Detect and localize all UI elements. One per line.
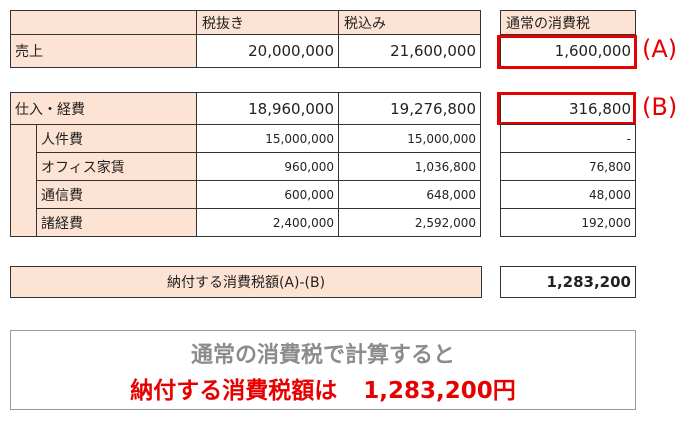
summary-result-value: 1,283,200円 <box>363 378 516 404</box>
item-tax-included: 2,592,000 <box>338 208 481 237</box>
item-label: 諸経費 <box>36 208 197 237</box>
summary-heading: 通常の消費税で計算すると <box>190 343 455 368</box>
purchases-tax-excluded: 18,960,000 <box>196 92 339 125</box>
item-tax-included: 648,000 <box>338 180 481 209</box>
item-tax-excluded: 600,000 <box>196 180 339 209</box>
summary-result: 納付する消費税額は 1,283,200円 <box>11 371 635 405</box>
payable-label: 納付する消費税額(A)-(B) <box>10 266 482 298</box>
sales-label: 売上 <box>10 34 197 68</box>
item-normal-tax: - <box>500 124 636 153</box>
sub-item-indent <box>10 124 37 237</box>
purchases-tax-included: 19,276,800 <box>338 92 481 125</box>
summary-result-label: 納付する消費税額は <box>130 378 338 404</box>
tax-excluded-header: 税抜き <box>196 10 339 35</box>
item-label: 通信費 <box>36 180 197 209</box>
sales-normal-tax: 1,600,000 <box>500 34 636 68</box>
item-normal-tax: 192,000 <box>500 208 636 237</box>
summary-box: 通常の消費税で計算すると 納付する消費税額は 1,283,200円 <box>10 330 636 410</box>
normal-tax-header: 通常の消費税 <box>500 10 636 35</box>
item-tax-excluded: 2,400,000 <box>196 208 339 237</box>
purchases-tax-highlight-box <box>497 92 636 125</box>
item-label: オフィス家賃 <box>36 152 197 181</box>
marker-a-label: (A) <box>642 35 678 63</box>
item-tax-included: 1,036,800 <box>338 152 481 181</box>
sales-tax-excluded: 20,000,000 <box>196 34 339 68</box>
sales-tax-highlight-box <box>497 35 637 69</box>
item-tax-included: 15,000,000 <box>338 124 481 153</box>
item-tax-excluded: 15,000,000 <box>196 124 339 153</box>
marker-b-label: (B) <box>642 93 678 121</box>
tax-included-header: 税込み <box>338 10 481 35</box>
sales-tax-included: 21,600,000 <box>338 34 481 68</box>
item-normal-tax: 76,800 <box>500 152 636 181</box>
item-tax-excluded: 960,000 <box>196 152 339 181</box>
empty-header-cell <box>10 10 197 35</box>
payable-value: 1,283,200 <box>500 266 636 298</box>
purchases-label: 仕入・経費 <box>10 92 197 125</box>
item-label: 人件費 <box>36 124 197 153</box>
item-normal-tax: 48,000 <box>500 180 636 209</box>
